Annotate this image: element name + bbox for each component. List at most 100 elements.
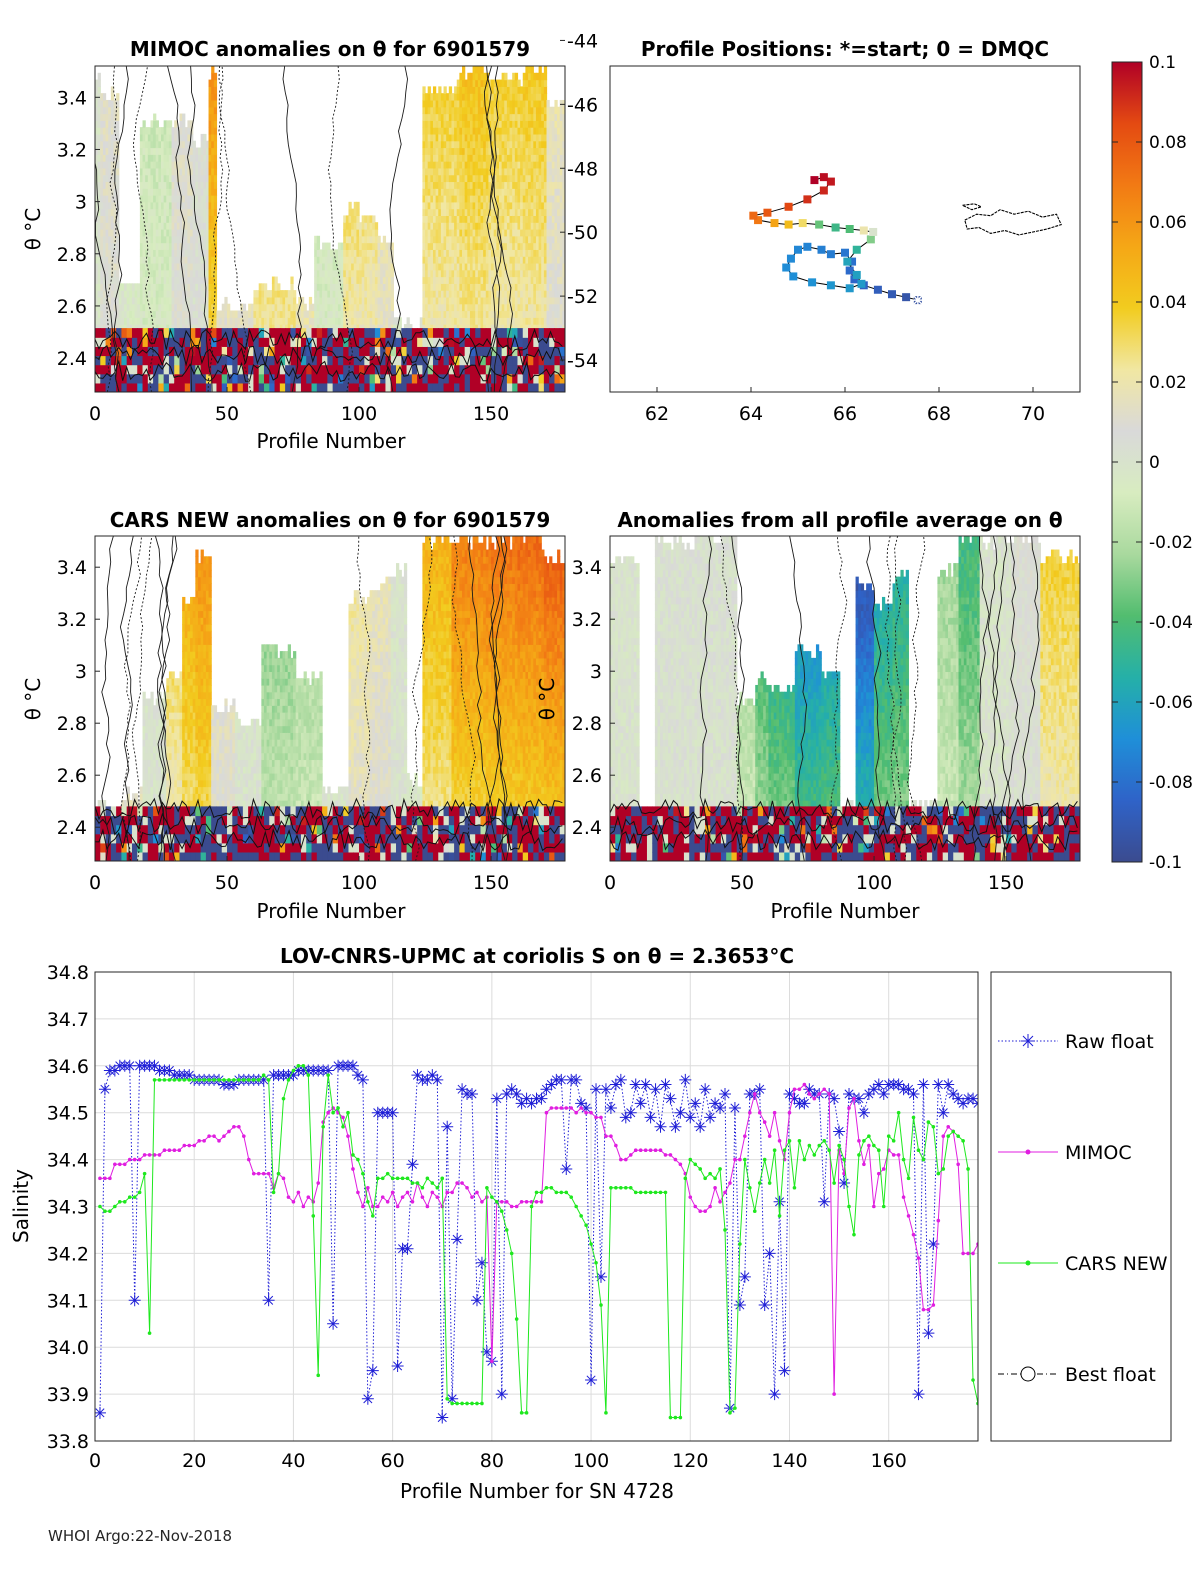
mimoc-cell xyxy=(459,290,463,298)
mimoc-cell xyxy=(208,147,212,155)
mimoc-cell xyxy=(438,174,442,183)
mimoc-cell xyxy=(462,283,466,291)
mimoc-cell xyxy=(438,113,442,121)
mimoc-cell xyxy=(504,262,508,271)
mimoc-cell xyxy=(448,208,453,217)
mimoc-cell xyxy=(425,269,429,278)
mimoc-cell xyxy=(464,106,468,115)
mimoc-cell xyxy=(300,303,305,312)
mimoc-cell xyxy=(300,324,305,332)
mimoc-cell xyxy=(480,99,484,108)
mimoc-cell xyxy=(462,120,466,128)
mimoc-cell xyxy=(430,235,434,244)
mimoc-cell xyxy=(353,290,358,298)
mimoc-cell xyxy=(266,303,270,312)
mimoc-cell xyxy=(155,120,159,128)
mimoc-cell xyxy=(514,86,519,94)
mimoc-cell xyxy=(174,208,178,217)
mimoc-cell xyxy=(166,235,170,244)
mimoc-cell xyxy=(448,290,453,298)
mimoc-cell xyxy=(213,93,218,101)
mimoc-cell xyxy=(467,188,471,196)
mimoc-cell xyxy=(343,242,347,250)
mimoc-cell xyxy=(316,317,321,325)
mimoc-cell xyxy=(501,72,505,81)
mimoc-cell xyxy=(491,188,495,196)
mimoc-cell xyxy=(440,276,445,284)
mimoc-cell xyxy=(116,290,120,298)
mimoc-cell xyxy=(456,188,460,196)
mimoc-cell xyxy=(324,242,328,250)
mimoc-cell xyxy=(274,310,278,318)
mimoc-cell xyxy=(182,290,186,298)
mimoc-cell xyxy=(443,242,447,250)
mimoc-cell xyxy=(211,86,215,94)
mimoc-cell xyxy=(97,242,101,250)
mimoc-cell xyxy=(464,290,468,298)
mimoc-cell xyxy=(139,133,144,142)
mimoc-cell xyxy=(438,195,442,203)
mimoc-cell xyxy=(504,147,508,155)
mimoc-cell xyxy=(520,276,524,284)
mimoc-cell xyxy=(491,229,495,237)
mimoc-cell xyxy=(480,106,484,115)
mimoc-cell xyxy=(150,120,154,128)
mimoc-cell xyxy=(179,188,183,196)
mimoc-cell xyxy=(366,235,371,244)
mimoc-cell xyxy=(475,140,479,149)
mimoc-cell xyxy=(184,161,189,169)
mimoc-cell xyxy=(459,256,463,264)
mimoc-cell xyxy=(155,174,159,183)
mimoc-cell xyxy=(332,303,336,312)
mimoc-cell xyxy=(110,140,115,149)
mimoc-cell xyxy=(171,276,175,284)
mimoc-cell xyxy=(459,317,463,325)
mimoc-cell xyxy=(153,296,157,305)
mimoc-cell xyxy=(491,276,495,284)
mimoc-cell xyxy=(506,324,511,332)
mimoc-cell xyxy=(496,174,500,183)
mimoc-cell xyxy=(364,303,368,312)
mimoc-cell xyxy=(171,242,175,250)
mimoc-cell xyxy=(372,303,376,312)
mimoc-cell xyxy=(504,133,508,142)
mimoc-cell xyxy=(480,181,484,189)
mimoc-cell xyxy=(116,127,120,135)
mimoc-cell xyxy=(530,133,534,142)
mimoc-cell xyxy=(211,195,215,203)
mimoc-cell xyxy=(462,256,466,264)
mimoc-cell xyxy=(158,324,162,332)
mimoc-cell xyxy=(105,195,109,203)
mimoc-cell xyxy=(475,120,479,128)
mimoc-cell xyxy=(187,133,191,142)
mimoc-cell xyxy=(308,317,313,325)
mimoc-cell xyxy=(179,269,183,278)
mimoc-cell xyxy=(158,290,162,298)
mimoc-cell xyxy=(105,269,109,278)
mimoc-cell xyxy=(155,215,159,223)
mimoc-cell xyxy=(332,310,336,318)
mimoc-cell xyxy=(256,296,260,305)
mimoc-cell xyxy=(314,235,318,244)
mimoc-cell xyxy=(184,269,189,278)
mimoc-cell xyxy=(512,290,516,298)
mimoc-cell xyxy=(95,113,99,121)
mimoc-cell xyxy=(348,222,352,230)
mimoc-cell xyxy=(493,269,497,278)
mimoc-cell xyxy=(306,310,310,318)
mimoc-cell xyxy=(137,296,141,305)
mimoc-cell xyxy=(174,262,178,271)
mimoc-cell xyxy=(374,310,379,318)
mimoc-cell xyxy=(205,249,210,257)
mimoc-cell xyxy=(509,167,513,176)
mimoc-cell xyxy=(153,276,157,284)
mimoc-cell xyxy=(512,303,516,312)
mimoc-cell xyxy=(351,296,355,305)
mimoc-cell xyxy=(530,296,534,305)
mimoc-cell xyxy=(113,256,117,264)
mimoc-cell xyxy=(528,256,532,264)
mimoc-cell xyxy=(517,106,521,115)
mimoc-cell xyxy=(274,317,278,325)
mimoc-cell xyxy=(182,262,186,271)
mimoc-cell xyxy=(153,208,157,217)
